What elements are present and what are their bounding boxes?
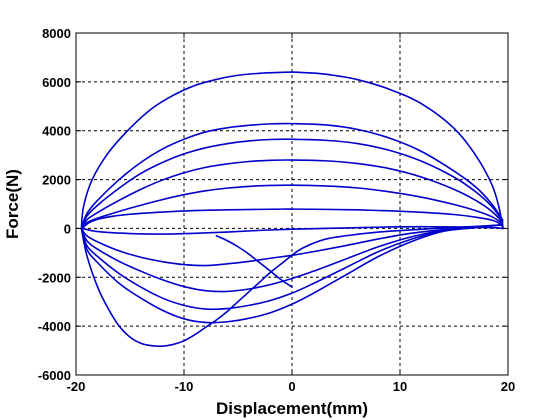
series-line-12	[215, 234, 293, 288]
series-line-5	[80, 122, 504, 230]
plot-area	[80, 71, 504, 348]
series-line-11	[80, 223, 504, 348]
x-tick-label: -20	[67, 379, 86, 394]
y-tick-label: -4000	[38, 319, 71, 334]
series-line-1	[81, 208, 504, 235]
y-tick-label: 8000	[42, 26, 71, 41]
y-tick-label: 2000	[42, 173, 71, 188]
x-tick-label: 10	[393, 379, 407, 394]
series-line-2	[80, 184, 504, 230]
y-tick-label: -6000	[38, 368, 71, 383]
x-tick-label: 20	[501, 379, 515, 394]
y-tick-label: -2000	[38, 270, 71, 285]
x-tick-label: -10	[175, 379, 194, 394]
series-line-4	[80, 138, 504, 230]
series-line-7	[80, 223, 504, 267]
series-line-10	[80, 223, 504, 324]
x-tick-label: 0	[288, 379, 295, 394]
grid	[76, 33, 508, 375]
series-line-9	[80, 223, 504, 311]
y-axis-title: Force(N)	[3, 169, 22, 239]
y-tick-label: 6000	[42, 75, 71, 90]
y-tick-label: 0	[64, 221, 71, 236]
y-tick-label: 4000	[42, 124, 71, 139]
series-line-6	[80, 71, 504, 230]
x-axis-title: Displacement(mm)	[216, 399, 368, 418]
series-line-8	[80, 223, 504, 293]
series-line-3	[80, 159, 504, 230]
tick-labels: -20 -10 0 10 20 -6000 -4000 -2000 0 2000 4000 6000 8…	[38, 26, 515, 394]
